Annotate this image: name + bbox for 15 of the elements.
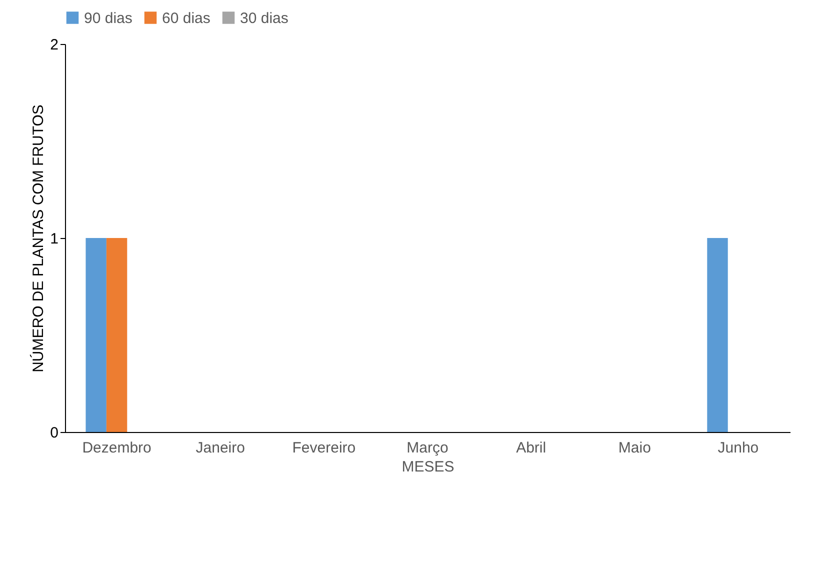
y-axis-title: NÚMERO DE PLANTAS COM FRUTOS: [29, 104, 48, 372]
x-tick-label: Dezembro: [82, 440, 152, 456]
y-tick-label: 2: [50, 36, 58, 54]
legend-label: 60 dias: [162, 10, 210, 27]
x-axis-title: MESES: [402, 458, 454, 476]
x-tick-label: Junho: [718, 440, 759, 456]
x-tick-label: Março: [406, 440, 448, 456]
x-tick-label: Janeiro: [196, 440, 245, 456]
legend-label: 30 dias: [240, 10, 288, 27]
x-tick-label: Maio: [618, 440, 651, 456]
y-tick-label: 1: [50, 230, 58, 248]
x-tick-label: Abril: [516, 440, 546, 456]
x-tick-label: Fevereiro: [292, 440, 356, 456]
legend-label: 90 dias: [84, 10, 132, 27]
y-tick-label: 0: [50, 424, 58, 442]
